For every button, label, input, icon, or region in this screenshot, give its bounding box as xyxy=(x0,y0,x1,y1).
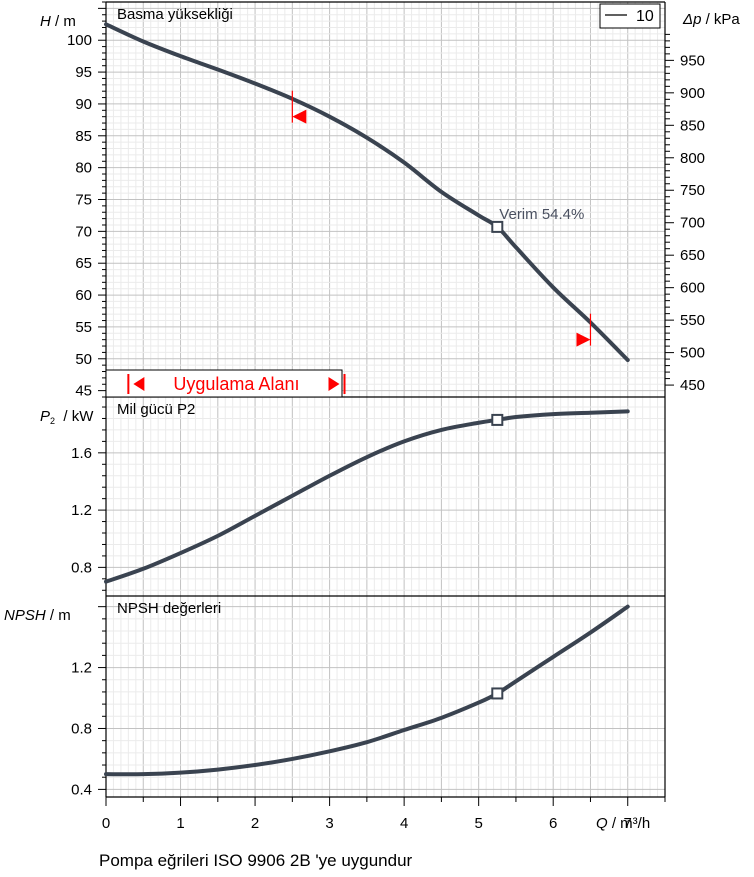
panel-title: Mil gücü P2 xyxy=(117,401,195,418)
y-tick-label: 90 xyxy=(75,96,92,113)
y-tick-label: 60 xyxy=(75,287,92,304)
y2-tick-label: 450 xyxy=(680,377,705,394)
y-tick-label: 85 xyxy=(75,128,92,145)
y2-tick-label: 850 xyxy=(680,117,705,134)
y-tick-label: 0.4 xyxy=(71,781,92,798)
y-tick-label: 45 xyxy=(75,383,92,400)
y-tick-label: 1.2 xyxy=(71,502,92,519)
x-tick-label: 6 xyxy=(549,815,557,832)
curve-line xyxy=(104,22,630,363)
y2-tick-label: 900 xyxy=(680,85,705,102)
y2-tick-label: 700 xyxy=(680,215,705,232)
legend: 10 xyxy=(599,3,661,29)
y-tick-label: 50 xyxy=(75,351,92,368)
y-axis-label: H / m xyxy=(40,13,76,30)
application-range-frame xyxy=(105,369,343,398)
curve-line xyxy=(104,409,630,584)
range-marker-arrow xyxy=(292,109,307,124)
x-tick-label: 5 xyxy=(474,815,482,832)
y-axis-label: P2 / kW xyxy=(40,408,94,426)
y-tick-label: 1.2 xyxy=(71,660,92,677)
panel-title: NPSH değerleri xyxy=(117,600,221,617)
y2-tick-label: 950 xyxy=(680,52,705,69)
legend-label: 10 xyxy=(636,8,654,25)
y-axis-label: NPSH / m xyxy=(4,607,71,624)
y-tick-label: 95 xyxy=(75,64,92,81)
curve-line xyxy=(104,604,630,777)
y-tick-label: 65 xyxy=(75,255,92,272)
application-range-box: Uygulama Alanı xyxy=(105,369,346,398)
y-tick-label: 75 xyxy=(75,192,92,209)
y2-tick-label: 800 xyxy=(680,150,705,167)
efficiency-annotation: Verim 54.4% xyxy=(499,206,584,223)
range-marker-arrow xyxy=(576,332,591,347)
y-tick-label: 55 xyxy=(75,319,92,336)
x-tick-label: 7 xyxy=(624,815,632,832)
y2-axis-label: Δp / kPa xyxy=(682,11,740,28)
y-tick-label: 1.6 xyxy=(71,445,92,462)
y-tick-label: 100 xyxy=(67,32,92,49)
operating-point-marker xyxy=(491,687,504,700)
y2-tick-label: 550 xyxy=(680,312,705,329)
x-tick-label: 0 xyxy=(102,815,110,832)
grid-lines xyxy=(106,1,665,797)
y2-tick-label: 500 xyxy=(680,345,705,362)
legend-box xyxy=(599,3,661,29)
x-tick-label: 4 xyxy=(400,815,408,832)
x-tick-label: 1 xyxy=(176,815,184,832)
y2-tick-label: 650 xyxy=(680,247,705,264)
curves xyxy=(104,22,630,777)
x-tick-label: 2 xyxy=(251,815,259,832)
y-tick-label: 80 xyxy=(75,160,92,177)
axes xyxy=(98,1,674,806)
operating-point-marker xyxy=(491,413,504,426)
application-range-right-arrow xyxy=(328,377,340,391)
operating-point-marker xyxy=(491,220,504,233)
y2-tick-label: 600 xyxy=(680,280,705,297)
y-tick-label: 0.8 xyxy=(71,559,92,576)
application-range-left-arrow xyxy=(133,377,145,391)
footer-note: Pompa eğrileri ISO 9906 2B 'ye uygundur xyxy=(99,851,413,870)
y2-tick-label: 750 xyxy=(680,182,705,199)
x-tick-label: 3 xyxy=(325,815,333,832)
y-tick-label: 0.8 xyxy=(71,720,92,737)
y-tick-label: 70 xyxy=(75,223,92,240)
application-range-label: Uygulama Alanı xyxy=(173,374,299,394)
x-axis-label: Q / m³/h xyxy=(596,815,650,832)
panel-title: Basma yüksekliği xyxy=(117,6,233,23)
